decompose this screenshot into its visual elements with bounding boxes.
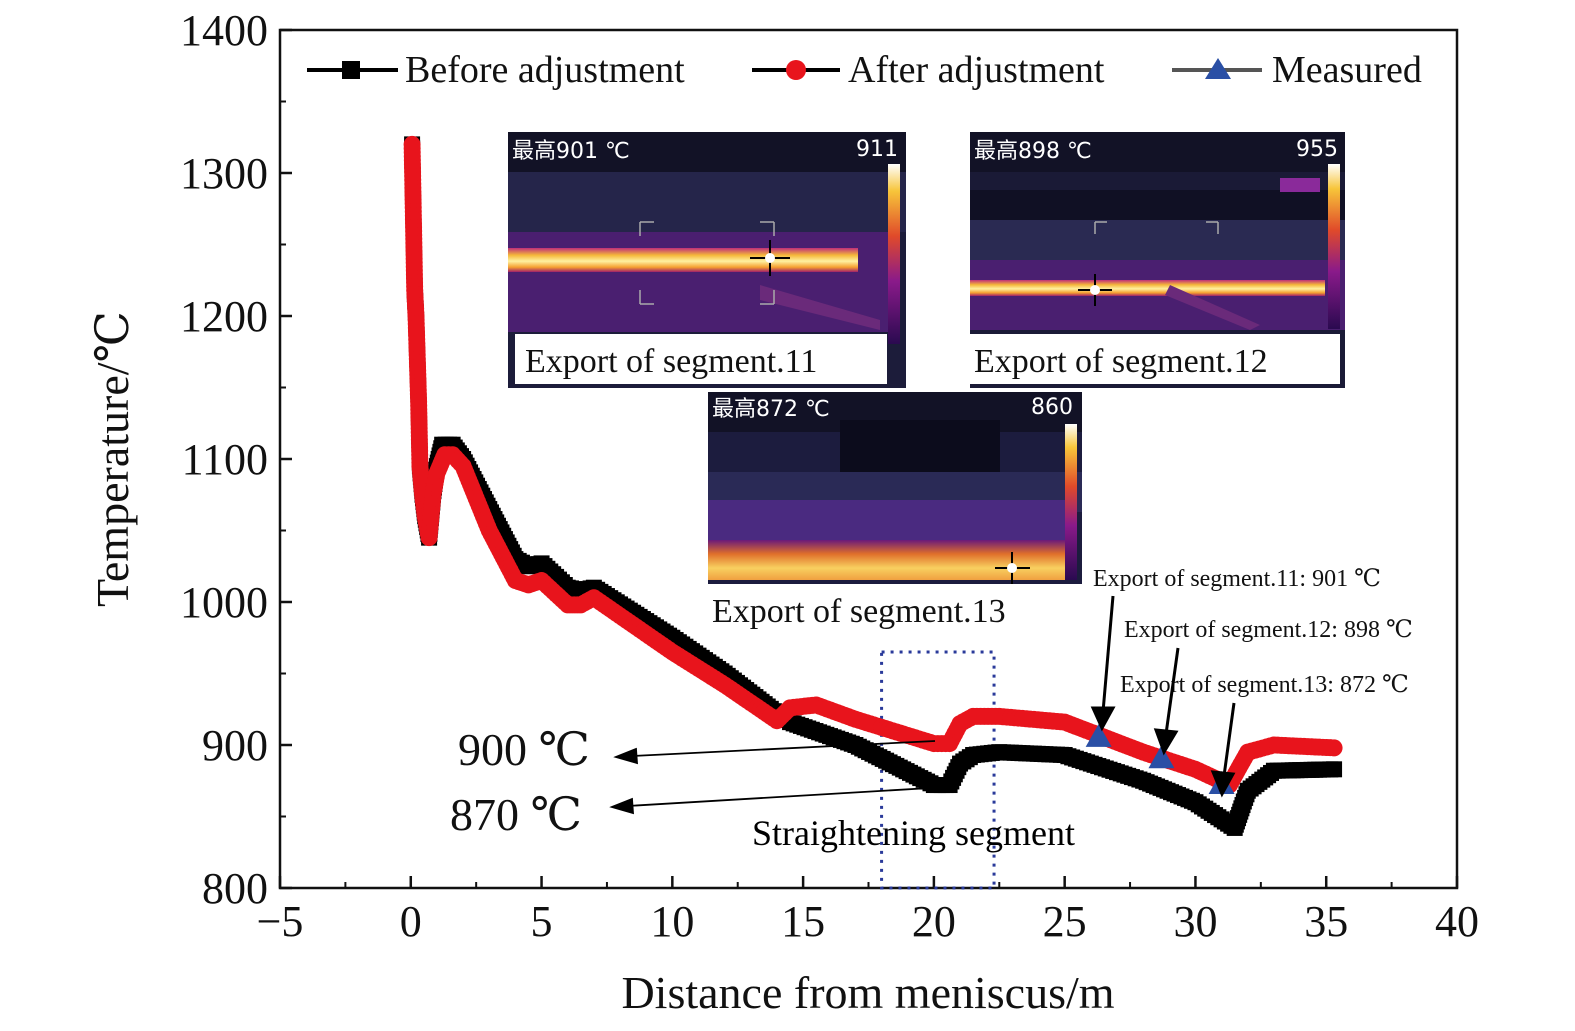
y-tick-label: 1300 — [180, 149, 268, 198]
data-point — [1325, 739, 1343, 757]
y-axis-title: Temperature/℃ — [87, 311, 138, 607]
legend-label-measured: Measured — [1272, 49, 1422, 91]
x-tick-label: 30 — [1173, 897, 1217, 946]
annotation-870: 870 ℃ — [450, 789, 582, 840]
x-tick-label: −5 — [257, 897, 304, 946]
inset-11-scale-max: 911 — [856, 137, 898, 162]
annotation-segment-13: Export of segment.13: 872 ℃ — [1120, 672, 1409, 698]
annotation-segment-11: Export of segment.11: 901 ℃ — [1093, 566, 1381, 592]
y-tick-label: 900 — [202, 721, 268, 770]
legend: Before adjustment After adjustment Measu… — [307, 49, 1422, 91]
annotation-segment-12: Export of segment.12: 898 ℃ — [1124, 617, 1413, 643]
legend-label-after: After adjustment — [848, 49, 1105, 91]
x-tick-label: 40 — [1435, 897, 1479, 946]
y-tick-label: 1100 — [182, 435, 268, 484]
y-tick-label: 800 — [202, 864, 268, 913]
x-tick-label: 15 — [781, 897, 825, 946]
x-tick-labels: −5 0 5 10 15 20 25 30 35 40 — [257, 897, 1479, 946]
annotation-straightening: Straightening segment — [752, 813, 1075, 853]
x-tick-label: 5 — [531, 897, 553, 946]
legend-item-before: Before adjustment — [307, 49, 685, 91]
legend-item-measured: Measured — [1172, 49, 1422, 91]
y-tick-label: 1400 — [180, 6, 268, 55]
y-tick-label: 1000 — [180, 578, 268, 627]
inset-12-max-label: 最高898 ℃ — [974, 139, 1092, 164]
thermal-inset-segment-13: 最高872 ℃ 860 Export of segment.13 — [708, 392, 1082, 638]
inset-13-max-label: 最高872 ℃ — [712, 397, 830, 422]
annotation-900: 900 ℃ — [458, 724, 590, 775]
thermal-inset-segment-11: 最高901 ℃ 911 Export of segment.11 — [508, 132, 906, 388]
annotation-arrows — [1090, 595, 1236, 798]
measured-point — [1085, 723, 1112, 747]
legend-label-before: Before adjustment — [405, 49, 685, 91]
y-tick-labels: 800 900 1000 1100 1200 1300 1400 — [180, 6, 268, 913]
inset-13-scale-max: 860 — [1031, 395, 1073, 420]
inset-13-caption: Export of segment.13 — [712, 593, 1006, 630]
legend-item-after: After adjustment — [752, 49, 1105, 91]
y-tick-label: 1200 — [180, 292, 268, 341]
x-axis-title: Distance from meniscus/m — [621, 967, 1114, 1018]
thermal-inset-segment-12: 最高898 ℃ 955 Export of segment.12 — [970, 132, 1345, 388]
inset-11-caption: Export of segment.11 — [525, 343, 817, 380]
x-tick-label: 35 — [1304, 897, 1348, 946]
measured-point — [1148, 745, 1175, 769]
x-tick-label: 25 — [1043, 897, 1087, 946]
inset-12-caption: Export of segment.12 — [974, 343, 1268, 380]
inset-11-max-label: 最高901 ℃ — [512, 139, 630, 164]
data-point — [1326, 761, 1343, 778]
x-tick-label: 20 — [912, 897, 956, 946]
x-tick-label: 0 — [400, 897, 422, 946]
x-tick-label: 10 — [650, 897, 694, 946]
axis-ticks — [278, 28, 1459, 890]
annotation-temp-arrows — [609, 740, 936, 815]
inset-12-scale-max: 955 — [1296, 137, 1338, 162]
